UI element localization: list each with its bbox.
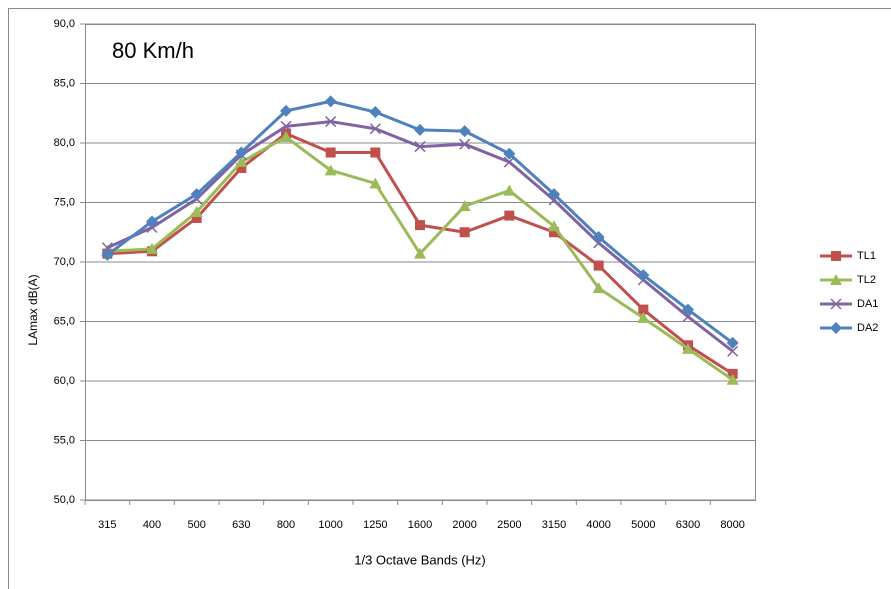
x-axis-label: 1/3 Octave Bands (Hz) (354, 552, 486, 567)
marker (414, 123, 426, 136)
x-tick-label: 3150 (542, 519, 566, 531)
marker (503, 184, 516, 196)
x-tick-label: 5000 (631, 519, 655, 531)
y-tick-label: 65,0 (54, 315, 75, 327)
series-line (106, 120, 734, 353)
marker (146, 215, 158, 228)
x-tick-label: 4000 (586, 519, 610, 531)
legend-marker (830, 298, 842, 310)
legend-marker (831, 251, 841, 261)
marker (459, 227, 470, 238)
marker (190, 188, 203, 201)
y-tick-label: 75,0 (54, 196, 75, 208)
marker (280, 131, 292, 143)
marker (592, 282, 605, 294)
marker (504, 210, 515, 221)
marker (414, 247, 426, 259)
marker (325, 116, 337, 128)
x-tick-label: 6300 (676, 519, 700, 531)
legend-marker (830, 274, 842, 285)
x-tick-label: 800 (277, 519, 295, 531)
marker (593, 260, 604, 271)
marker (592, 231, 605, 244)
x-tick-label: 315 (98, 519, 116, 531)
marker (369, 123, 381, 135)
marker (637, 269, 650, 282)
y-tick-label: 60,0 (54, 375, 75, 387)
marker (682, 303, 694, 316)
marker (458, 125, 471, 138)
marker (549, 227, 559, 238)
marker (637, 311, 650, 323)
marker (682, 342, 694, 354)
legend-label: TL1 (857, 250, 876, 262)
legend-label: TL2 (857, 274, 876, 286)
y-tick-label: 85,0 (54, 77, 75, 89)
marker (280, 104, 292, 117)
marker (369, 106, 382, 119)
marker (101, 248, 114, 261)
marker (324, 95, 337, 108)
x-tick-label: 2500 (497, 519, 521, 531)
y-tick-label: 50,0 (54, 494, 75, 506)
marker (638, 304, 649, 315)
x-tick-label: 8000 (720, 519, 744, 531)
marker (503, 147, 516, 160)
annotation: 80 Km/h (112, 38, 194, 63)
marker (235, 146, 248, 159)
marker (726, 336, 739, 349)
legend-label: DA2 (857, 322, 878, 334)
marker (236, 162, 247, 173)
marker (370, 147, 381, 158)
marker (548, 188, 560, 201)
legend-marker (830, 322, 842, 334)
marker (280, 120, 292, 132)
marker (459, 138, 471, 150)
x-tick-label: 1600 (408, 519, 432, 531)
y-tick-label: 55,0 (54, 434, 75, 446)
y-tick-label: 90,0 (54, 18, 75, 30)
marker (235, 156, 248, 168)
marker (146, 242, 158, 254)
marker (324, 164, 337, 176)
marker (369, 177, 382, 189)
marker (325, 147, 336, 158)
x-tick-label: 1250 (363, 519, 387, 531)
marker (727, 345, 739, 357)
marker (458, 200, 471, 212)
x-tick-label: 2000 (452, 519, 476, 531)
y-axis-label: LAmax dB(A) (26, 274, 40, 345)
marker (191, 212, 202, 223)
x-tick-label: 1000 (318, 519, 342, 531)
x-tick-label: 500 (187, 519, 205, 531)
marker (548, 220, 560, 232)
legend-label: DA1 (857, 298, 878, 310)
y-tick-label: 70,0 (54, 256, 75, 268)
marker (726, 373, 739, 385)
marker (415, 220, 425, 231)
y-tick-label: 80,0 (54, 137, 75, 149)
x-tick-label: 400 (143, 519, 161, 531)
marker (190, 206, 203, 218)
chart-frame (8, 8, 891, 589)
marker (414, 141, 426, 153)
x-tick-label: 630 (232, 519, 250, 531)
